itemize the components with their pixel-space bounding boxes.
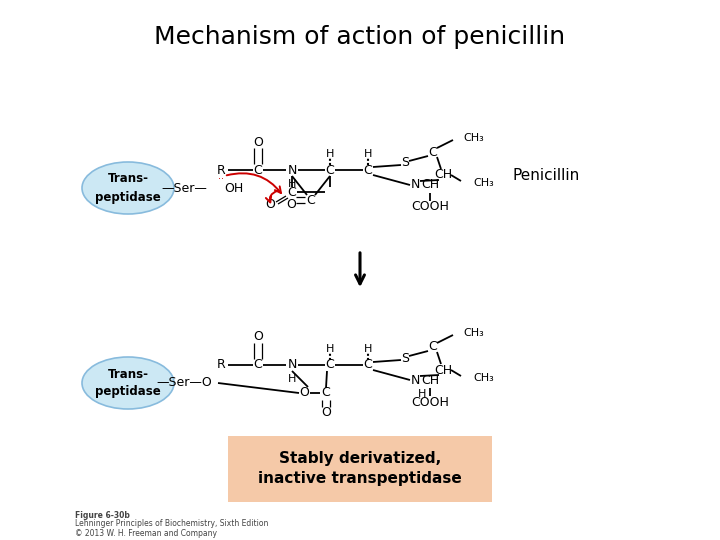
Text: O: O (321, 407, 331, 420)
Text: —Ser—: —Ser— (161, 181, 207, 194)
Text: peptidase: peptidase (95, 386, 161, 399)
Text: C: C (428, 341, 437, 354)
Text: CH₃: CH₃ (463, 328, 484, 338)
Ellipse shape (82, 357, 174, 409)
Text: CH₃: CH₃ (473, 373, 494, 383)
Text: COOH: COOH (411, 395, 449, 408)
Text: H: H (288, 179, 296, 189)
Text: C: C (253, 359, 262, 372)
Text: CH₃: CH₃ (473, 178, 494, 188)
Text: N: N (287, 164, 297, 177)
Text: H: H (326, 149, 334, 159)
Text: Trans-: Trans- (107, 172, 148, 186)
Text: C: C (364, 359, 372, 372)
Text: Trans-: Trans- (107, 368, 148, 381)
Text: H: H (326, 344, 334, 354)
Text: CH: CH (421, 179, 439, 192)
Text: N: N (410, 179, 420, 192)
Ellipse shape (82, 162, 174, 214)
Text: H: H (288, 374, 296, 384)
Text: C: C (325, 359, 334, 372)
Text: COOH: COOH (411, 200, 449, 213)
Text: Penicillin: Penicillin (513, 167, 580, 183)
Text: C: C (322, 387, 330, 400)
Text: —Ser—O: —Ser—O (156, 376, 212, 389)
Text: C: C (253, 164, 262, 177)
Text: Lehninger Principles of Biochemistry, Sixth Edition: Lehninger Principles of Biochemistry, Si… (75, 519, 269, 529)
Text: O: O (286, 199, 296, 212)
Text: O: O (265, 198, 275, 211)
FancyArrowPatch shape (227, 173, 281, 193)
Text: H: H (418, 389, 426, 399)
Text: peptidase: peptidase (95, 191, 161, 204)
Text: CH₃: CH₃ (463, 133, 484, 143)
Text: C: C (287, 186, 297, 199)
Text: CH: CH (434, 363, 452, 376)
FancyArrowPatch shape (266, 191, 277, 202)
Text: S: S (401, 352, 409, 365)
Text: inactive transpeptidase: inactive transpeptidase (258, 471, 462, 487)
Text: Figure 6-30b: Figure 6-30b (75, 510, 130, 519)
Text: O: O (253, 330, 263, 343)
Text: H: H (364, 149, 372, 159)
Text: O: O (299, 387, 309, 400)
Text: C: C (428, 145, 437, 159)
Text: Stably derivatized,: Stably derivatized, (279, 451, 441, 467)
Text: C: C (307, 193, 315, 206)
Text: ··: ·· (218, 174, 224, 184)
FancyBboxPatch shape (228, 436, 492, 502)
Text: R: R (217, 164, 226, 177)
Text: © 2013 W. H. Freeman and Company: © 2013 W. H. Freeman and Company (75, 529, 217, 537)
Text: H: H (364, 344, 372, 354)
Text: R: R (217, 359, 226, 372)
Text: CH: CH (434, 168, 452, 181)
Text: CH: CH (421, 374, 439, 387)
Text: Mechanism of action of penicillin: Mechanism of action of penicillin (154, 25, 566, 49)
Text: OH: OH (224, 181, 243, 194)
Text: S: S (401, 157, 409, 170)
Text: C: C (364, 164, 372, 177)
Text: N: N (410, 374, 420, 387)
Text: O: O (253, 136, 263, 148)
Text: C: C (325, 164, 334, 177)
Text: N: N (287, 359, 297, 372)
